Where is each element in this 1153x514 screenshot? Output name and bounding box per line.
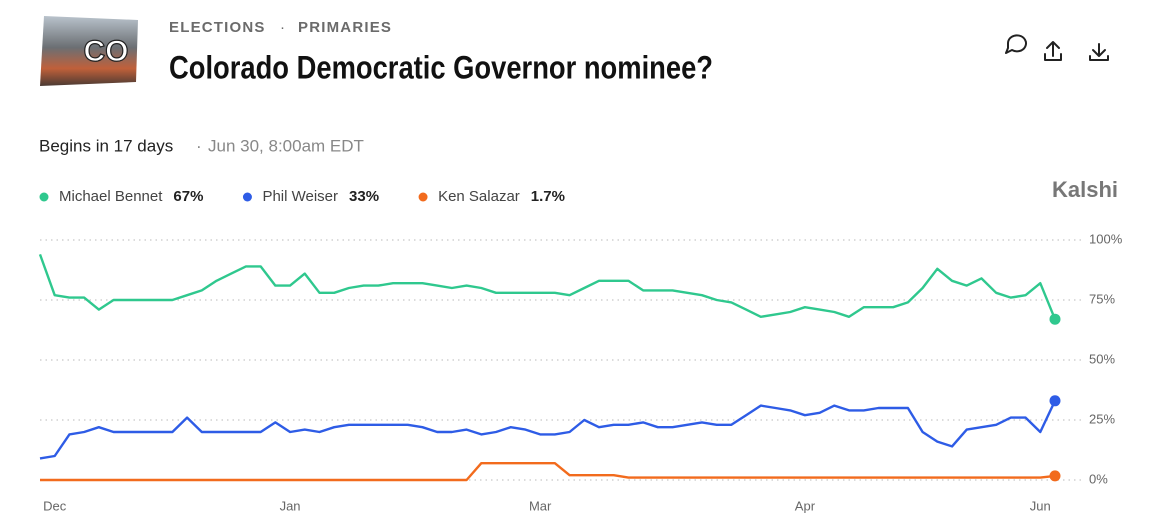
comment-button[interactable] [1005, 34, 1027, 54]
brand-logo: Kalshi [1052, 177, 1118, 202]
legend-name: Michael Bennet [59, 188, 163, 205]
series-line [38, 253, 1057, 320]
end-marker [1049, 395, 1061, 407]
legend-swatch [418, 192, 428, 202]
plot: 0% 25% 50% 75% 100% Dec Jan Mar Apr Jun [38, 231, 1123, 513]
y-tick-label: 100% [1089, 231, 1123, 246]
y-tick-label: 50% [1089, 351, 1115, 366]
y-tick-label: 25% [1089, 411, 1115, 426]
x-tick-label: Jan [280, 498, 301, 513]
series-line [39, 400, 1057, 460]
legend-value: 1.7% [531, 188, 565, 205]
y-tick-label: 75% [1089, 291, 1115, 306]
legend-item[interactable]: Phil Weiser 33% [242, 188, 379, 205]
x-tick-label: Mar [529, 498, 552, 513]
begins-text: Begins in 17 days [39, 136, 173, 155]
legend-name: Phil Weiser [262, 188, 338, 205]
legend-name: Ken Salazar [438, 188, 520, 205]
legend-item[interactable]: Ken Salazar 1.7% [418, 188, 565, 205]
series-line [40, 462, 1056, 482]
legend-swatch [242, 192, 252, 202]
end-marker [1049, 470, 1061, 482]
separator: · [196, 136, 202, 155]
category[interactable]: ELECTIONS [169, 19, 266, 36]
legend-value: 33% [349, 188, 379, 205]
legend-swatch [39, 192, 49, 202]
y-tick-label: 0% [1089, 471, 1108, 486]
x-tick-label: Jun [1030, 498, 1051, 513]
thumbnail-label: CO [84, 35, 129, 68]
legend-value: 67% [173, 188, 203, 205]
subcategory[interactable]: PRIMARIES [298, 19, 392, 36]
separator: · [280, 19, 285, 36]
begin-date: Jun 30, 8:00am EDT [208, 136, 364, 155]
legend-item[interactable]: Michael Bennet 67% [39, 188, 204, 205]
x-tick-label: Apr [795, 498, 816, 513]
x-tick-label: Dec [43, 498, 67, 513]
thumbnail: CO [40, 16, 138, 86]
end-marker [1049, 313, 1061, 325]
download-button[interactable] [1089, 43, 1109, 61]
market-title: Colorado Democratic Governor nominee? [169, 49, 713, 85]
share-button[interactable] [1044, 41, 1062, 61]
legend: Michael Bennet 67% Phil Weiser 33% Ken Salaz… [39, 188, 565, 205]
